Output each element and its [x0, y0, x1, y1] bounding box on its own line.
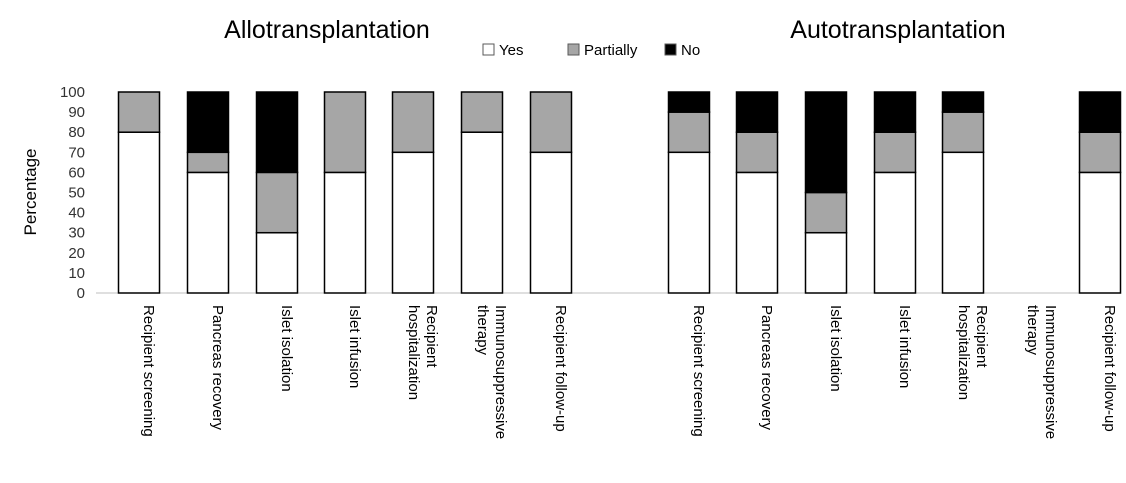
bar-segment-yes	[255, 231, 299, 294]
bar-segment-yes	[941, 151, 985, 294]
bar-segment-partially	[735, 131, 779, 174]
bar-segment-no	[735, 91, 779, 133]
y-tick-label: 50	[68, 185, 85, 202]
category-label: Pancreas recovery	[758, 305, 775, 431]
bar-segment-partially	[255, 171, 299, 234]
bar-segment-yes	[667, 151, 711, 294]
legend-label-no: No	[681, 42, 700, 59]
bar-segment-partially	[941, 111, 985, 154]
category-label: Islet isolation	[278, 305, 295, 392]
bar-segment-partially	[804, 191, 848, 234]
category-label: hospitalization	[955, 305, 972, 400]
bar-segment-yes	[391, 151, 435, 294]
category-label: Immunosuppressive	[492, 305, 509, 439]
bar-segment-yes	[117, 131, 161, 294]
y-tick-label: 0	[77, 285, 85, 302]
bar-segment-partially	[186, 151, 230, 174]
category-label: Recipient screening	[140, 305, 157, 437]
bar-segment-no	[941, 91, 985, 113]
bar-segment-no	[186, 91, 230, 154]
bar-segment-partially	[323, 91, 367, 174]
panel-title-allotransplantation: Allotransplantation	[224, 16, 430, 44]
category-label: Recipient screening	[690, 305, 707, 437]
legend-swatch-partially	[567, 43, 580, 56]
category-label: Recipient	[423, 305, 440, 368]
bar-segment-yes	[1078, 171, 1122, 294]
category-label: Islet infusion	[896, 305, 913, 388]
y-tick-label: 100	[60, 84, 85, 101]
category-label: therapy	[1024, 305, 1041, 356]
y-tick-label: 10	[68, 265, 85, 282]
bar-segment-partially	[529, 91, 573, 154]
bar-segment-no	[255, 91, 299, 174]
bar-segment-yes	[323, 171, 367, 294]
y-tick-label: 30	[68, 225, 85, 242]
bar-segment-yes	[460, 131, 504, 294]
category-label: Islet isolation	[827, 305, 844, 392]
bar-segment-partially	[873, 131, 917, 174]
legend-label-yes: Yes	[499, 42, 523, 59]
category-labels: Recipient screening Pancreas recovery Isle…	[140, 305, 1118, 439]
y-axis-title: Percentage	[21, 149, 40, 236]
bar-segment-yes	[873, 171, 917, 294]
bar-segment-no	[873, 91, 917, 133]
bar-segment-partially	[460, 91, 504, 133]
bars-group	[117, 91, 1122, 294]
y-tick-label: 60	[68, 164, 85, 181]
panel-title-autotransplantation: Autotransplantation	[790, 16, 1005, 44]
y-tick-label: 90	[68, 104, 85, 121]
category-label: Islet infusion	[346, 305, 363, 388]
legend-label-partially: Partially	[584, 42, 638, 59]
bar-segment-no	[804, 91, 848, 194]
bar-segment-partially	[391, 91, 435, 154]
bar-segment-no	[1078, 91, 1122, 133]
category-label: Recipient follow-up	[552, 305, 569, 432]
bar-segment-partially	[1078, 131, 1122, 174]
bar-segment-yes	[804, 231, 848, 294]
y-tick-label: 20	[68, 245, 85, 262]
bar-segment-yes	[529, 151, 573, 294]
category-label: Recipient	[973, 305, 990, 368]
bar-segment-no	[667, 91, 711, 113]
bar-segment-partially	[667, 111, 711, 154]
category-label: hospitalization	[405, 305, 422, 400]
y-tick-label: 80	[68, 124, 85, 141]
bar-segment-yes	[186, 171, 230, 294]
y-tick-label: 70	[68, 144, 85, 161]
category-label: Immunosuppressive	[1042, 305, 1059, 439]
bar-segment-partially	[117, 91, 161, 133]
category-label: Recipient follow-up	[1101, 305, 1118, 432]
category-label: therapy	[474, 305, 491, 356]
bar-segment-yes	[735, 171, 779, 294]
category-label: Pancreas recovery	[209, 305, 226, 431]
legend-swatch-no	[664, 43, 677, 56]
y-tick-label: 40	[68, 205, 85, 222]
legend-swatch-yes	[482, 43, 495, 56]
chart-legend: Yes Partially No	[482, 42, 700, 59]
